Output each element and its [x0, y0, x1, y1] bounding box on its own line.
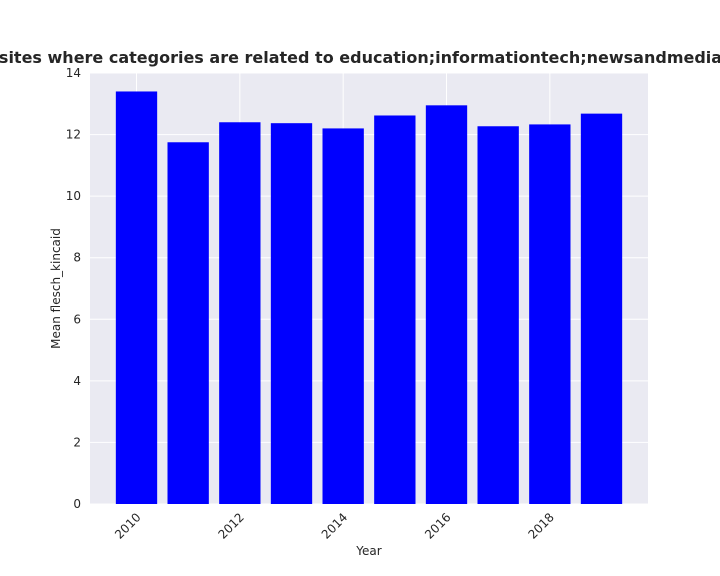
y-axis-label: Mean flesch_kincaid: [49, 228, 63, 349]
bar-2018: [529, 124, 571, 504]
bar-2015: [374, 115, 416, 504]
y-tick-label: 8: [73, 251, 81, 265]
x-tick-label: 2010: [112, 510, 143, 541]
y-tick-label: 14: [66, 66, 81, 80]
y-tick-label: 2: [73, 435, 81, 449]
bar-2017: [477, 126, 519, 505]
y-tick-label: 0: [73, 497, 81, 511]
bar-2014: [322, 128, 364, 504]
x-tick-label: 2012: [215, 510, 246, 541]
bar-2012: [219, 122, 261, 504]
bar-2016: [425, 105, 468, 504]
bar-2011: [167, 142, 209, 504]
bar-2013: [270, 123, 313, 504]
y-tick-label: 6: [73, 312, 81, 326]
y-tick-label: 10: [66, 189, 81, 203]
y-tick-label: 12: [66, 128, 81, 142]
x-axis-label: Year: [355, 544, 381, 558]
x-axis-ticks: 2010 2012 2014 2016 2018: [112, 510, 557, 541]
y-tick-label: 4: [73, 374, 81, 388]
x-tick-label: 2018: [525, 510, 556, 541]
x-tick-label: 2014: [319, 510, 350, 541]
bar-2019: [580, 113, 623, 504]
bars: [115, 91, 623, 505]
x-tick-label: 2016: [422, 510, 453, 541]
y-axis-ticks: 0 2 4 6 8 10 12 14: [66, 66, 81, 511]
chart-title: Mean flesch_kincaid over years for websi…: [0, 48, 720, 67]
bar-2010: [115, 91, 158, 504]
